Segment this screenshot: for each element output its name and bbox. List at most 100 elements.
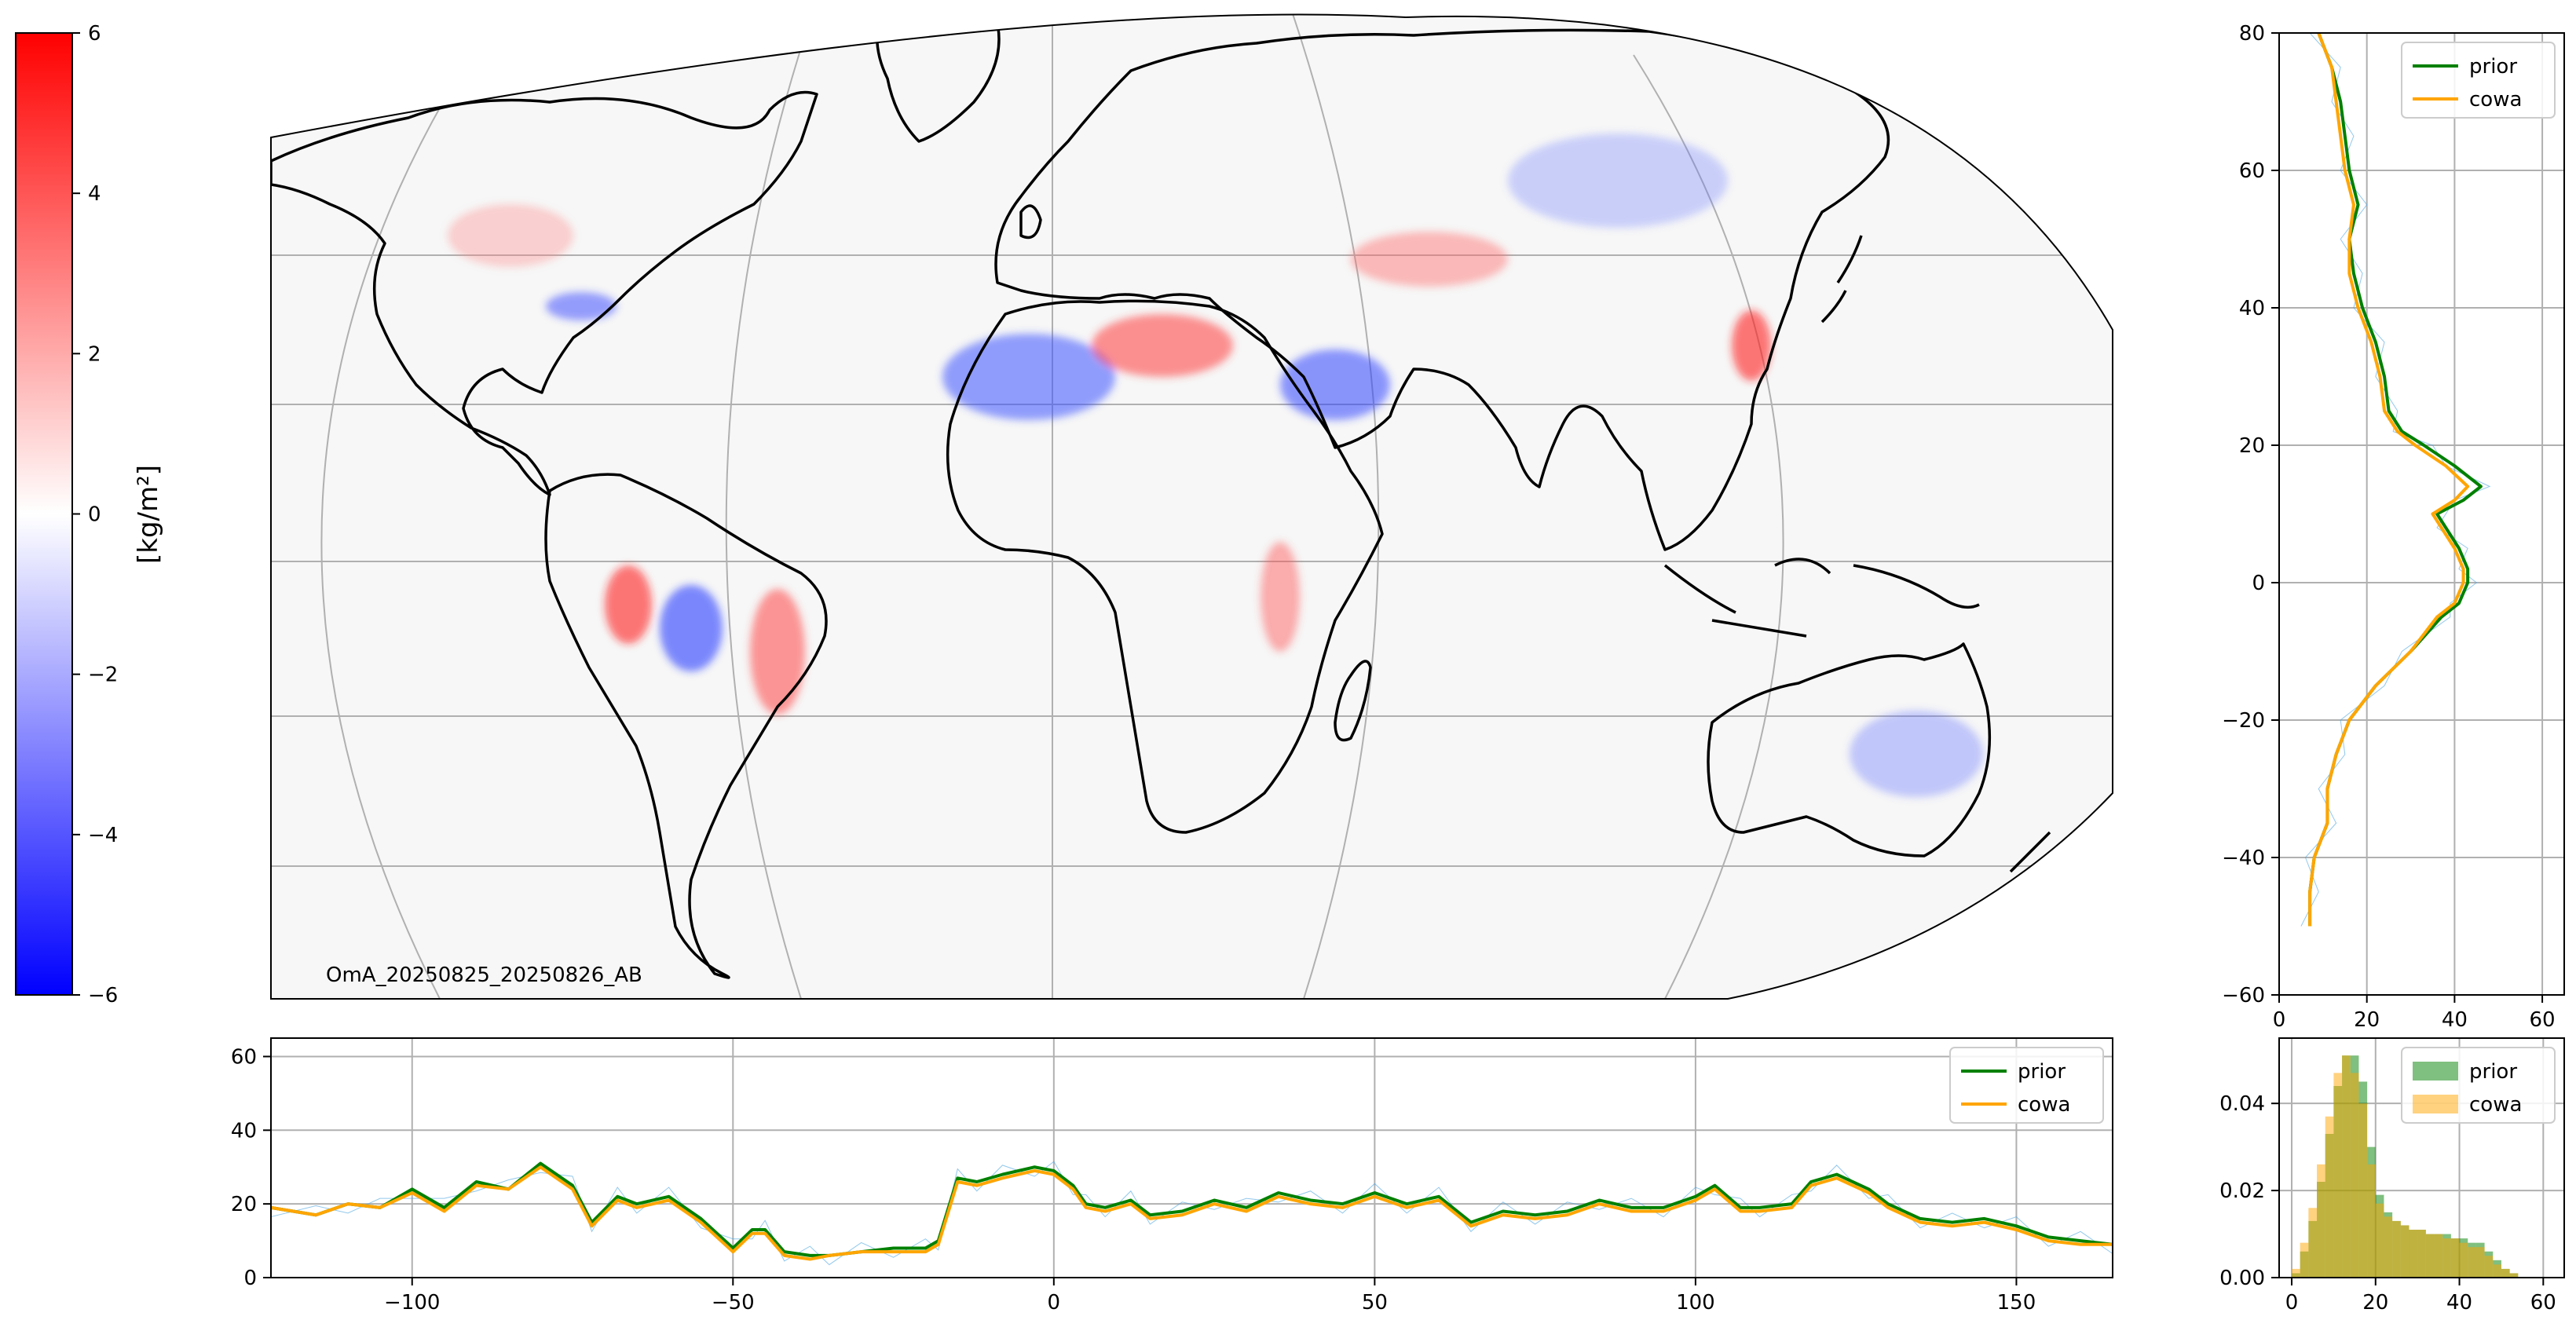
north-america-outline <box>271 90 818 496</box>
histogram-bar-cowa <box>2292 1268 2300 1278</box>
histogram-bar-cowa <box>2434 1234 2443 1278</box>
legend-swatch-cowa <box>2413 1095 2458 1113</box>
legend-swatch-prior <box>2413 1062 2458 1081</box>
y-tick-label: 0 <box>243 1267 257 1290</box>
plot-frame <box>2278 32 2565 996</box>
histogram-bar-cowa <box>2409 1230 2418 1278</box>
histogram-bar-cowa <box>2350 1073 2359 1278</box>
colorbar-tick-label: −4 <box>88 824 118 847</box>
y-tick-label: 20 <box>231 1193 257 1216</box>
histogram-bar-cowa <box>2450 1238 2460 1278</box>
y-tick-label: 0.00 <box>2219 1267 2265 1290</box>
colorbar-tick-label: 6 <box>88 22 101 46</box>
australia-outline <box>1707 642 1992 857</box>
colorbar: 6 4 2 0 −2 −4 −6 [kg/m²] <box>15 22 164 1007</box>
raw-trace <box>270 1161 2113 1266</box>
map-annotation: OmA_20250825_20250826_AB <box>326 964 642 987</box>
x-tick-label: 100 <box>1676 1291 1715 1315</box>
legend-label-prior: prior <box>2018 1060 2066 1084</box>
y-tick-label: 0 <box>2252 572 2265 595</box>
uk-outline <box>1019 204 1042 240</box>
colorbar-label: [kg/m²] <box>133 465 164 564</box>
histogram-bar-cowa <box>2342 1055 2351 1278</box>
madagascar-outline <box>1334 660 1372 742</box>
x-tick-label: 40 <box>2446 1291 2472 1315</box>
histogram-panel: 0 20 40 60 0.00 0.02 0.04 prior cowa <box>2219 1037 2565 1315</box>
x-tick-label: 0 <box>2273 1008 2286 1032</box>
histogram-bar-cowa <box>2400 1225 2410 1278</box>
histogram-bar-cowa <box>2493 1264 2501 1278</box>
y-tick-label: −40 <box>2222 847 2265 870</box>
zonal-profile-panel: 0 20 40 60 −60 −40 −20 0 20 40 60 80 prior cowa <box>2222 22 2565 1032</box>
series-line-cowa <box>2308 32 2470 927</box>
x-tick-label: 20 <box>2354 1008 2380 1032</box>
x-tick-label: 20 <box>2362 1291 2388 1315</box>
colorbar-tick-label: 4 <box>88 182 101 206</box>
x-tick-label: 0 <box>1048 1291 1061 1315</box>
colorbar-gradient <box>15 32 73 996</box>
plot-frame <box>2278 1037 2565 1278</box>
legend-label-prior: prior <box>2469 55 2517 79</box>
y-tick-label: 60 <box>231 1045 257 1069</box>
y-tick-label: 20 <box>2239 434 2265 458</box>
y-tick-label: −60 <box>2222 984 2265 1007</box>
histogram-bar-cowa <box>2417 1230 2426 1278</box>
histogram-bar-cowa <box>2459 1242 2468 1278</box>
colorbar-tick-label: −6 <box>88 984 118 1007</box>
plot-frame <box>270 1037 2113 1278</box>
histogram-bar-cowa <box>2501 1268 2510 1278</box>
x-tick-label: 60 <box>2530 1008 2556 1032</box>
x-tick-label: 150 <box>1997 1291 2036 1315</box>
maritime-continent-outline <box>1663 558 1980 638</box>
map-background <box>271 14 2113 999</box>
x-tick-label: 60 <box>2530 1291 2556 1315</box>
histogram-bar-cowa <box>2300 1242 2309 1278</box>
histogram-bar-cowa <box>2392 1220 2401 1278</box>
histogram-bar-cowa <box>2484 1256 2494 1278</box>
histogram-bar-cowa <box>2425 1234 2435 1278</box>
plot-area <box>271 1038 2113 1278</box>
colorbar-ticks: 6 4 2 0 −2 −4 −6 <box>72 22 118 1007</box>
x-tick-label: −50 <box>712 1291 755 1315</box>
y-tick-label: 60 <box>2239 159 2265 183</box>
histogram-bar-cowa <box>2317 1164 2325 1278</box>
series-line-prior <box>270 1161 2113 1257</box>
legend-label-cowa: cowa <box>2469 1093 2522 1117</box>
histogram-bar-cowa <box>2468 1247 2476 1278</box>
plot-area <box>2279 33 2564 995</box>
colorbar-tick-label: 2 <box>88 342 101 366</box>
x-tick-label: −100 <box>384 1291 440 1315</box>
histogram-bar-cowa <box>2333 1073 2343 1278</box>
south-america-outline <box>544 473 828 979</box>
map-frame <box>270 13 2113 1000</box>
histogram-bar-cowa <box>2475 1247 2485 1278</box>
legend-label-cowa: cowa <box>2018 1093 2070 1117</box>
y-tick-label: 80 <box>2239 22 2265 46</box>
y-tick-label: 40 <box>2239 297 2265 320</box>
meridional-profile-panel: −100 −50 0 50 100 150 0 20 40 60 prior cowa <box>231 1037 2113 1315</box>
legend-label-prior: prior <box>2469 1060 2517 1084</box>
histogram-bar-cowa <box>2358 1103 2368 1278</box>
histogram-bar-cowa <box>2325 1116 2334 1278</box>
x-tick-label: 0 <box>2285 1291 2299 1315</box>
africa-outline <box>946 299 1384 834</box>
histogram-bar-cowa <box>2384 1216 2393 1278</box>
colorbar-tick-label: −2 <box>88 664 118 687</box>
histogram-bar-cowa <box>2509 1273 2519 1278</box>
world-map: OmA_20250825_20250826_AB <box>270 13 2113 1000</box>
y-tick-label: 0.02 <box>2219 1179 2265 1203</box>
y-tick-label: −20 <box>2222 709 2265 733</box>
histogram-bar-cowa <box>2367 1164 2376 1278</box>
colorbar-tick-label: 0 <box>88 503 101 527</box>
histogram-bar-cowa <box>2442 1238 2451 1278</box>
y-tick-label: 40 <box>231 1119 257 1143</box>
histogram-bar-cowa <box>2375 1203 2384 1278</box>
legend-label-cowa: cowa <box>2469 88 2522 112</box>
japan-outline <box>1820 235 1863 324</box>
series-line-cowa <box>270 1165 2113 1261</box>
eurasia-outline <box>994 28 1890 551</box>
map-graticule <box>271 14 2113 999</box>
x-tick-label: 50 <box>1362 1291 1388 1315</box>
y-tick-label: 0.04 <box>2219 1092 2265 1116</box>
